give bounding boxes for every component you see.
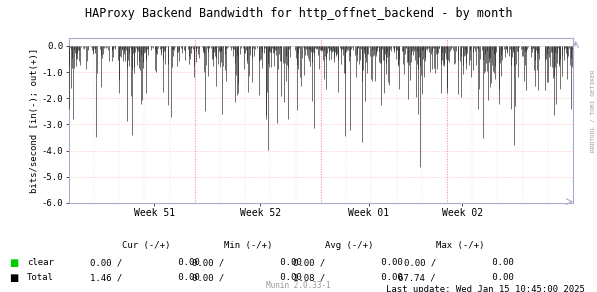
Text: Cur (-/+): Cur (-/+) [122, 241, 171, 250]
Text: 0.00: 0.00 [460, 273, 513, 282]
Text: 67.74 /: 67.74 / [398, 273, 436, 282]
Text: Avg (-/+): Avg (-/+) [325, 241, 374, 250]
Text: 0.00: 0.00 [248, 273, 301, 282]
Text: 0.00: 0.00 [460, 258, 513, 267]
Text: 1.08 /: 1.08 / [293, 273, 325, 282]
Text: 0.00 /: 0.00 / [192, 258, 224, 267]
Text: HAProxy Backend Bandwidth for http_offnet_backend - by month: HAProxy Backend Bandwidth for http_offne… [85, 7, 512, 20]
Text: clear: clear [27, 258, 54, 267]
Text: 0.00 /: 0.00 / [192, 273, 224, 282]
Text: 0.00: 0.00 [146, 273, 200, 282]
Text: 0.00: 0.00 [248, 258, 301, 267]
Text: 0.00: 0.00 [349, 258, 403, 267]
Text: 0.00 /: 0.00 / [404, 258, 436, 267]
Text: Munin 2.0.33-1: Munin 2.0.33-1 [266, 281, 331, 290]
Text: 1.46 /: 1.46 / [90, 273, 122, 282]
Text: ■: ■ [9, 258, 18, 268]
Text: 0.00: 0.00 [146, 258, 200, 267]
Text: Max (-/+): Max (-/+) [435, 241, 484, 250]
Text: Min (-/+): Min (-/+) [223, 241, 272, 250]
Text: 0.00: 0.00 [349, 273, 403, 282]
Text: ■: ■ [9, 273, 18, 283]
Text: Last update: Wed Jan 15 10:45:00 2025: Last update: Wed Jan 15 10:45:00 2025 [386, 285, 585, 292]
Text: 0.00 /: 0.00 / [90, 258, 122, 267]
Text: RRDTOOL / TOBI OETIKER: RRDTOOL / TOBI OETIKER [590, 70, 595, 152]
Y-axis label: bits/second [in(-); out(+)]: bits/second [in(-); out(+)] [30, 48, 39, 193]
Text: 0.00 /: 0.00 / [293, 258, 325, 267]
Text: Total: Total [27, 273, 54, 282]
